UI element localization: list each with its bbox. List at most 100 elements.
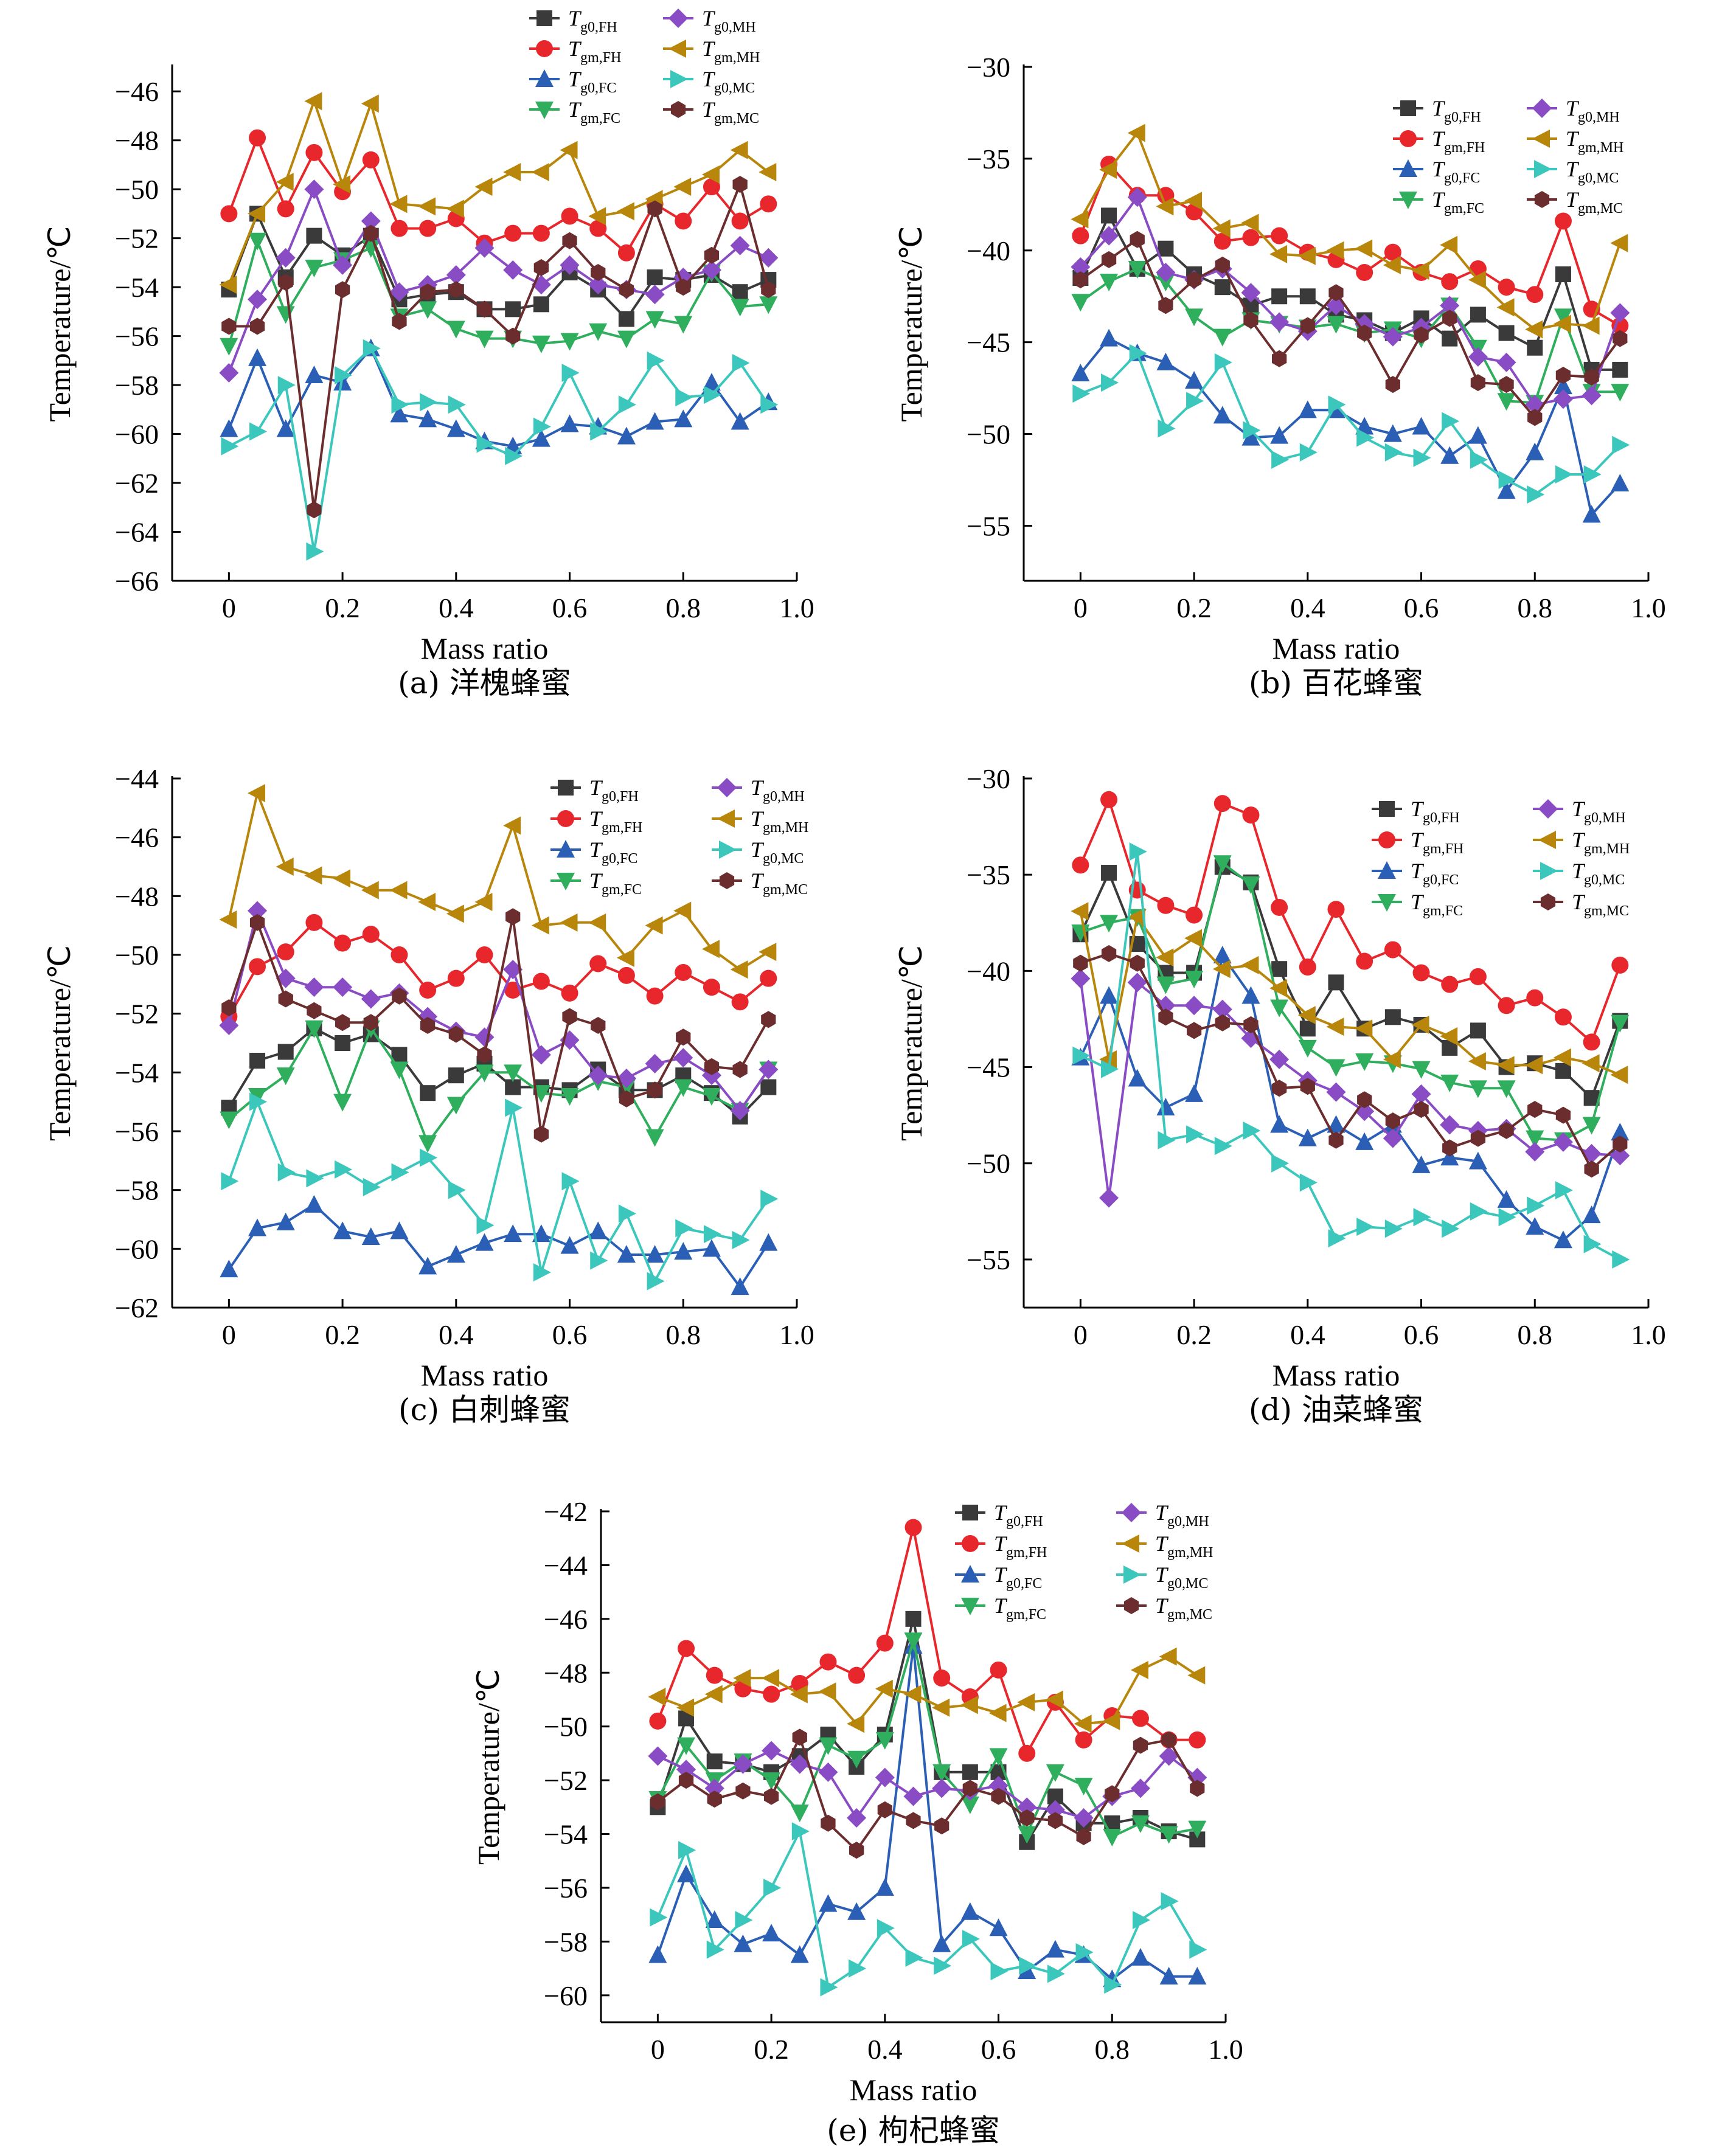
data-point: [1610, 1146, 1630, 1166]
legend-marker: [961, 1565, 979, 1583]
legend-marker: [962, 1505, 978, 1520]
data-point: [1499, 1122, 1514, 1139]
data-point: [1131, 1947, 1150, 1966]
data-point: [249, 422, 268, 441]
data-point: [1611, 1014, 1630, 1033]
data-point: [333, 1094, 352, 1112]
data-point: [792, 1728, 807, 1746]
series-line: [1079, 952, 1622, 1242]
data-point: [647, 1081, 662, 1099]
x-tick-label: 1.0: [1631, 1319, 1666, 1350]
legend-label: Tgm,FH: [589, 806, 642, 836]
data-point: [647, 1272, 665, 1291]
data-point: [649, 1712, 667, 1730]
chart-panel-e: −42 −44 −46 −48 −50 −52 −54 −56 −58 −60 0 0.2 0.4 0.6…: [471, 1496, 1243, 2148]
legend-item: Tgm,FH: [550, 806, 642, 836]
data-point: [307, 501, 322, 519]
data-point: [504, 224, 522, 242]
data-point: [1212, 960, 1231, 979]
data-point: [531, 163, 549, 182]
data-point: [1553, 314, 1571, 333]
data-point: [248, 784, 266, 803]
legend-label: Tgm,MC: [702, 97, 759, 127]
series-tgm-mh: [648, 1647, 1206, 1733]
series-tgm-fh: [1072, 791, 1629, 1051]
legend-marker: [557, 840, 575, 858]
data-point: [305, 914, 323, 931]
data-point: [1299, 1173, 1318, 1192]
legend-item: Tgm,MC: [1533, 890, 1629, 919]
data-point: [304, 92, 322, 111]
data-point: [532, 1085, 550, 1103]
data-point: [1414, 326, 1429, 344]
series-tgm-mc: [650, 1728, 1205, 1859]
data-point: [1161, 1892, 1179, 1911]
data-point: [934, 1957, 952, 1975]
data-point: [877, 1919, 895, 1938]
data-point: [1326, 1082, 1346, 1102]
data-point: [1468, 1151, 1487, 1170]
data-point: [1526, 989, 1544, 1007]
series-tg0-mc: [221, 1092, 779, 1291]
data-point: [1612, 435, 1630, 454]
data-point: [248, 901, 268, 921]
data-point: [1412, 1061, 1431, 1079]
data-point: [762, 1669, 780, 1688]
chart-panel-d: −30 −35 −40 −45 −50 −55 0 0.2 0.4 0.6 0.8 1.0 Mass r…: [894, 763, 1666, 1427]
data-point: [1526, 1217, 1544, 1235]
data-point: [420, 1085, 436, 1101]
data-point: [561, 207, 578, 225]
data-point: [676, 1698, 695, 1717]
data-point: [1582, 1205, 1601, 1224]
legend-label: Tg0,MH: [1572, 797, 1626, 826]
data-point: [1498, 325, 1515, 341]
data-point: [759, 248, 779, 268]
legend-label: Tgm,MC: [1572, 890, 1629, 919]
data-point: [1496, 298, 1515, 317]
x-tick-label: 0.2: [1176, 592, 1212, 623]
legend-marker: [536, 40, 553, 57]
data-point: [1440, 1115, 1460, 1135]
data-point: [760, 969, 777, 987]
data-point: [1498, 471, 1516, 490]
data-point: [1498, 997, 1515, 1014]
data-point: [989, 1918, 1008, 1936]
data-point: [732, 1230, 750, 1249]
data-point: [1071, 210, 1089, 229]
data-point: [1189, 1731, 1206, 1749]
legend-marker: [536, 10, 552, 26]
data-point: [1385, 1112, 1400, 1130]
data-point: [1527, 485, 1545, 504]
data-point: [475, 1064, 494, 1083]
data-point: [1525, 1056, 1543, 1075]
data-point: [1215, 256, 1230, 274]
data-point: [1554, 1230, 1572, 1249]
data-point: [735, 1911, 753, 1929]
data-point: [474, 1027, 495, 1047]
legend-label: Tgm,FC: [568, 97, 620, 127]
legend-marker: [535, 102, 554, 119]
series-tgm-fc: [220, 1020, 778, 1153]
data-point: [1554, 212, 1572, 230]
data-point: [1100, 915, 1119, 933]
data-point: [589, 323, 608, 341]
y-tick-label: −40: [967, 235, 1010, 266]
y-tick-label: −35: [967, 144, 1010, 175]
series-tg0-mh: [1071, 187, 1630, 415]
y-tick-label: −64: [115, 517, 159, 548]
data-point: [1212, 999, 1232, 1019]
data-point: [732, 284, 748, 300]
data-point: [673, 901, 692, 920]
y-tick-label: −45: [967, 327, 1010, 358]
series-line: [227, 789, 769, 971]
data-point: [589, 1221, 608, 1239]
legend-marker: [1538, 831, 1556, 849]
data-point: [1071, 363, 1090, 381]
data-point: [590, 1251, 608, 1270]
data-point: [1413, 448, 1431, 467]
data-point: [418, 409, 437, 428]
data-point: [1127, 907, 1145, 926]
data-point: [1271, 227, 1288, 244]
legend-label: Tgm,MH: [1566, 127, 1623, 156]
data-point: [1158, 1008, 1173, 1026]
